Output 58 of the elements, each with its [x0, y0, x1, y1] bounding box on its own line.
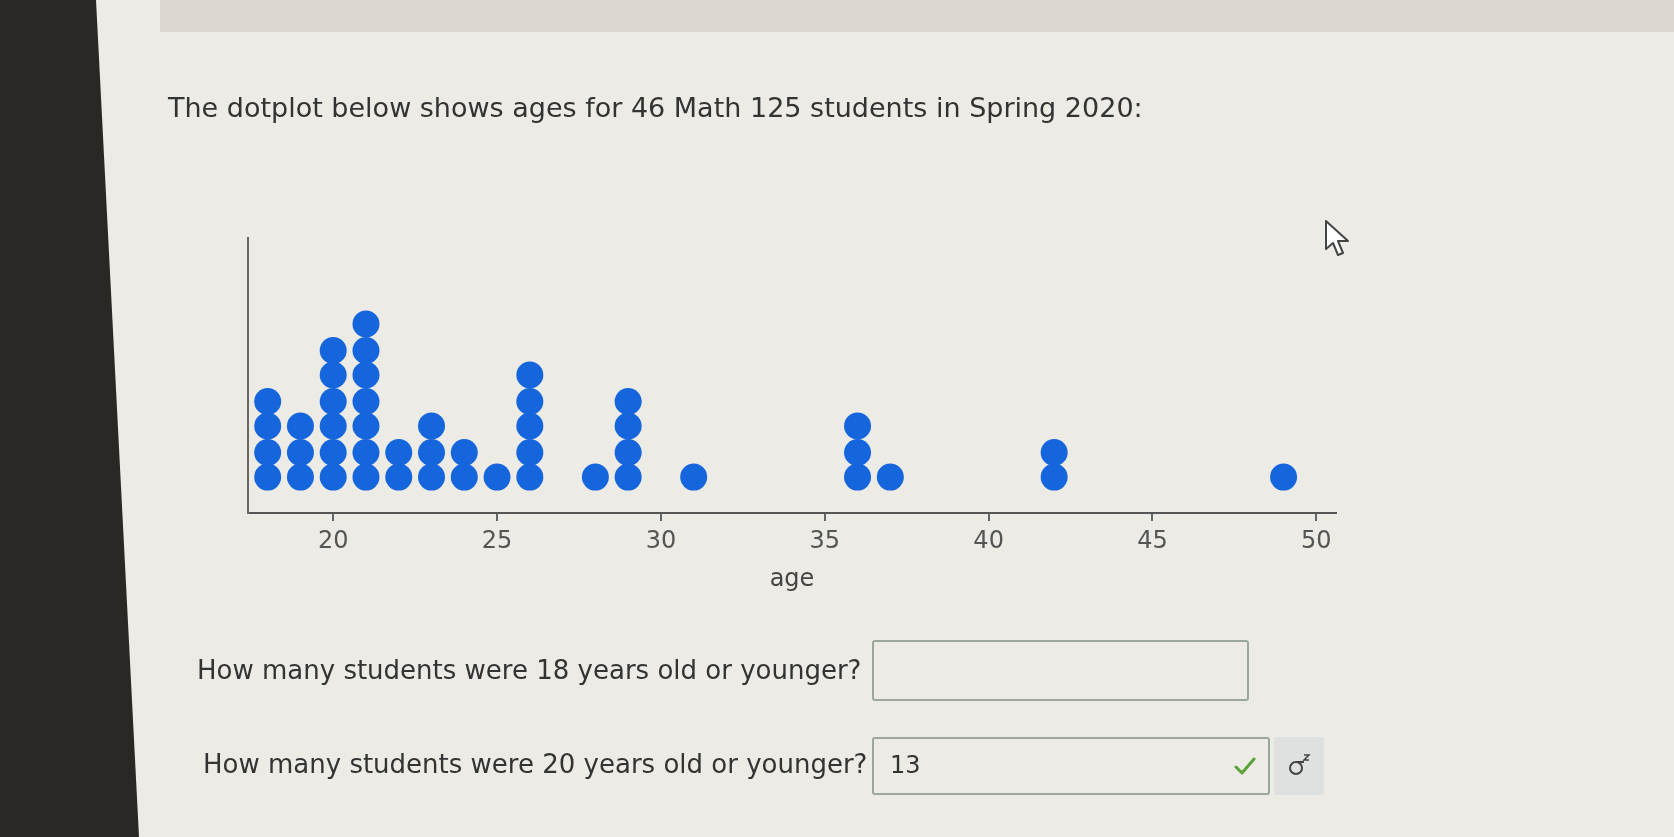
point: [352, 361, 380, 389]
point: [352, 310, 380, 338]
x-tick-label: 35: [809, 525, 841, 554]
point: [581, 463, 609, 491]
point: [286, 412, 314, 440]
chart-title: The dotplot below shows ages for 46 Math 125 students in Spring 2020:: [168, 92, 1143, 123]
x-axis-title: age: [769, 563, 815, 592]
x-tick-label: 40: [973, 525, 1004, 554]
point: [680, 463, 708, 491]
point: [254, 412, 282, 440]
x-tick-label: 30: [645, 525, 677, 554]
point: [450, 439, 478, 467]
x-tick-label: 45: [1137, 525, 1168, 554]
point: [614, 439, 642, 467]
point: [1040, 439, 1068, 467]
point: [319, 412, 347, 440]
point: [516, 412, 544, 440]
point: [876, 463, 904, 491]
point: [418, 412, 446, 440]
point: [844, 412, 872, 440]
point: [516, 463, 544, 491]
x-tick-label: 50: [1301, 525, 1332, 554]
point: [1270, 463, 1298, 491]
point: [614, 463, 642, 491]
point: [352, 439, 380, 467]
point: [319, 463, 347, 491]
x-tick-label: 20: [317, 525, 349, 554]
point: [614, 412, 642, 440]
point: [418, 463, 446, 491]
point: [352, 412, 380, 440]
point: [352, 336, 380, 364]
x-tick-label: 25: [481, 525, 513, 554]
point: [254, 439, 282, 467]
point: [516, 387, 544, 415]
text: How many students were 20 years old or younger?: [203, 749, 868, 779]
point: [319, 387, 347, 415]
point: [614, 387, 642, 415]
answer-field: 13: [872, 737, 1270, 795]
point: [319, 336, 347, 364]
point: [418, 439, 446, 467]
point: [254, 463, 282, 491]
point: [516, 361, 544, 389]
point: [254, 387, 282, 415]
point: [319, 439, 347, 467]
point: [844, 463, 872, 491]
point: [352, 387, 380, 415]
point: [352, 463, 380, 491]
point: [1040, 463, 1068, 491]
text: How many students were 18 years old or younger?: [197, 655, 862, 685]
point: [844, 439, 872, 467]
point: [286, 463, 314, 491]
point: [385, 439, 413, 467]
point: [450, 463, 478, 491]
point: [286, 439, 314, 467]
point: [385, 463, 413, 491]
point: [319, 361, 347, 389]
point: [483, 463, 511, 491]
point: [516, 439, 544, 467]
